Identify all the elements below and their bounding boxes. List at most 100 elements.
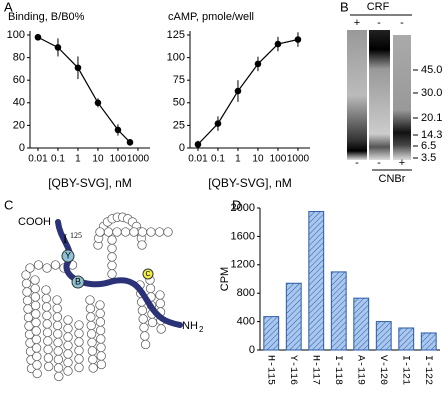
data-point (254, 60, 262, 68)
data-point (234, 87, 242, 95)
marker-label: 6.5 (421, 140, 436, 152)
residue (96, 342, 106, 353)
residue (53, 346, 63, 356)
gel-lane (369, 30, 390, 160)
y-tick-label: 0 (249, 344, 255, 356)
data-point (94, 99, 102, 107)
bar (420, 332, 437, 351)
x-tick-label: 1000 (287, 154, 310, 165)
x-tick-label: 1000 (127, 154, 150, 165)
y-axis-title: CPM (219, 267, 231, 291)
data-point (34, 33, 42, 41)
data-point (294, 36, 302, 43)
residue (155, 298, 165, 309)
residue (31, 334, 42, 345)
residue (86, 329, 97, 339)
residue (30, 300, 41, 311)
residue (42, 263, 52, 273)
y-tick-label: 0 (179, 142, 185, 154)
residue (85, 295, 95, 305)
residue (74, 354, 84, 364)
residue (74, 362, 84, 373)
residue (147, 317, 158, 328)
x-tick-label: H-115 (265, 355, 276, 385)
data-point (126, 139, 134, 146)
gel: CRF + - - 45.0 30.0 20.1 14.36.53.5 - - + C… (347, 1, 442, 185)
residue-label: B (75, 276, 81, 286)
residue (154, 227, 165, 237)
residue (63, 349, 73, 359)
residue (30, 283, 40, 294)
residue (63, 332, 73, 342)
gel-sign: + (399, 157, 405, 169)
y-tick-label: 100 (7, 29, 25, 41)
residue (52, 303, 62, 314)
x-tick-label: I-121 (400, 355, 411, 385)
residue-c (142, 268, 154, 280)
x-tick-label: 10 (92, 154, 104, 165)
residue (95, 317, 106, 327)
residue (21, 278, 32, 289)
x-tick-label: 100 (270, 154, 287, 165)
residue (25, 263, 35, 273)
y-tick-label: 1200 (231, 259, 255, 271)
bar (375, 321, 392, 351)
x-tick-label: Y-116 (287, 355, 298, 385)
x-tick-label: I-118 (332, 355, 343, 385)
residue (107, 235, 117, 245)
x-axis-title: [QBY-SVG], nM (48, 176, 132, 190)
residue (43, 336, 53, 346)
residue (87, 346, 98, 356)
x-tick-label: 0.1 (211, 154, 225, 165)
residue (145, 283, 156, 294)
iodine: I (63, 231, 67, 246)
marker-label: 3.5 (421, 152, 436, 164)
residue (129, 227, 139, 237)
residue (53, 363, 64, 373)
residue-chain (21, 212, 173, 382)
residue (88, 354, 98, 365)
gel-top-label: CRF (367, 1, 390, 13)
residue (31, 326, 41, 336)
marker-label: 14.3 (421, 129, 442, 141)
residue (31, 309, 41, 319)
bar (263, 316, 280, 351)
panel-label: B (340, 0, 349, 14)
y-tick-label: 1600 (231, 230, 255, 242)
y-tick-label: 80 (13, 52, 25, 64)
marker-label: 20.1 (421, 112, 442, 124)
residue (41, 302, 52, 312)
gel-lane (393, 35, 411, 160)
y-tick-label: 75 (173, 74, 185, 86)
c-terminus: COOH (18, 216, 51, 228)
residue (52, 320, 63, 331)
fit-line (197, 38, 299, 145)
residue (88, 363, 98, 373)
bar (353, 297, 370, 351)
residue (41, 285, 51, 295)
bar (285, 282, 302, 351)
data-point (114, 126, 122, 134)
residue (74, 328, 84, 339)
residue (137, 305, 148, 316)
residue (32, 368, 42, 379)
x-tick-label: 1 (235, 154, 241, 165)
residue (22, 295, 33, 306)
residue (63, 315, 73, 325)
residue (52, 312, 63, 322)
residue (85, 303, 96, 314)
residue (63, 357, 73, 368)
gel-bottom-label: CNBr (379, 173, 406, 185)
gel-sign: - (355, 157, 359, 169)
data-point (274, 40, 282, 48)
y-tick-label: 400 (237, 316, 255, 328)
residue (140, 331, 150, 341)
residue (32, 351, 42, 362)
residue (31, 343, 42, 353)
x-tick-label: H-117 (310, 355, 321, 385)
residue (52, 295, 62, 305)
n-terminus-sub: 2 (199, 325, 204, 334)
residue (54, 371, 64, 382)
residue-b (71, 275, 85, 289)
residue (139, 322, 149, 333)
